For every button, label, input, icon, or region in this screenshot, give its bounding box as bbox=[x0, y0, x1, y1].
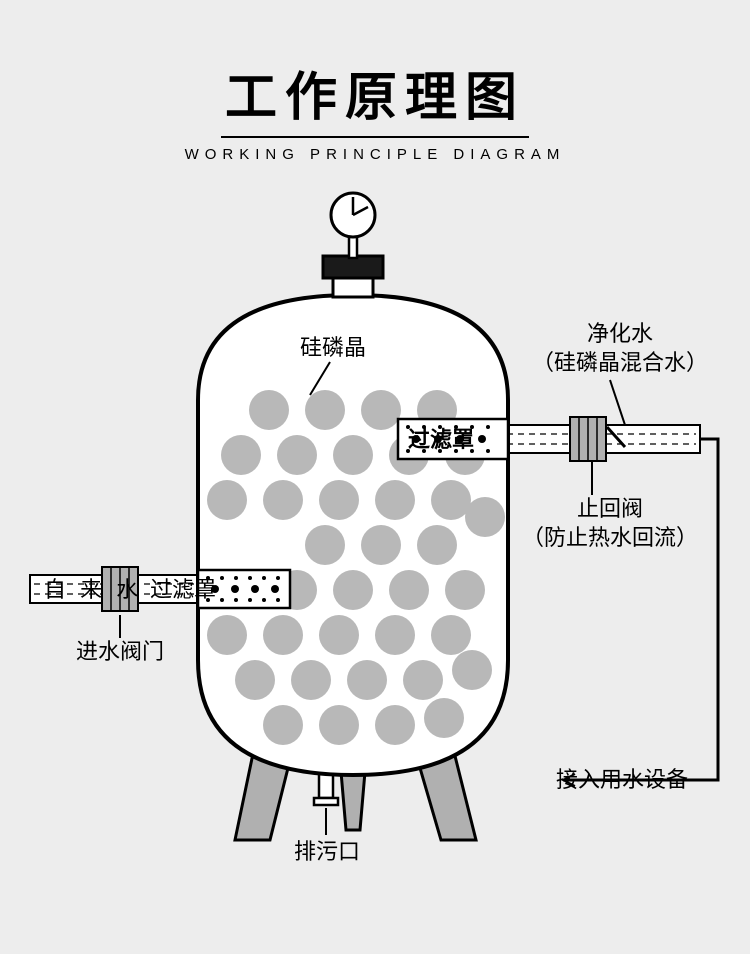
label-purified-l1: 净化水 bbox=[587, 321, 653, 346]
working-principle-diagram bbox=[0, 0, 750, 954]
label-siliphos: 硅磷晶 bbox=[300, 334, 366, 363]
label-checkvalve-l2: （防止热水回流） bbox=[522, 525, 698, 550]
label-checkvalve-l1: 止回阀 bbox=[577, 496, 643, 521]
label-purified-l2: （硅磷晶混合水） bbox=[532, 350, 708, 375]
label-check-valve: 止回阀 （防止热水回流） bbox=[500, 495, 720, 552]
downstream-line bbox=[563, 439, 718, 780]
drain-port-icon bbox=[314, 772, 338, 805]
label-purified: 净化水 （硅磷晶混合水） bbox=[510, 320, 730, 377]
label-drain: 排污口 bbox=[294, 838, 360, 867]
pressure-gauge-icon bbox=[323, 193, 383, 297]
label-tap-water: 自 来 水 bbox=[44, 576, 142, 605]
label-filter-left: 过滤罩 bbox=[150, 576, 216, 605]
label-filter-right: 过滤罩 bbox=[408, 426, 474, 455]
label-inlet-valve: 进水阀门 bbox=[76, 638, 164, 667]
check-valve-icon bbox=[570, 417, 625, 461]
label-to-device: 接入用水设备 bbox=[556, 766, 688, 795]
tank-body bbox=[198, 295, 508, 775]
